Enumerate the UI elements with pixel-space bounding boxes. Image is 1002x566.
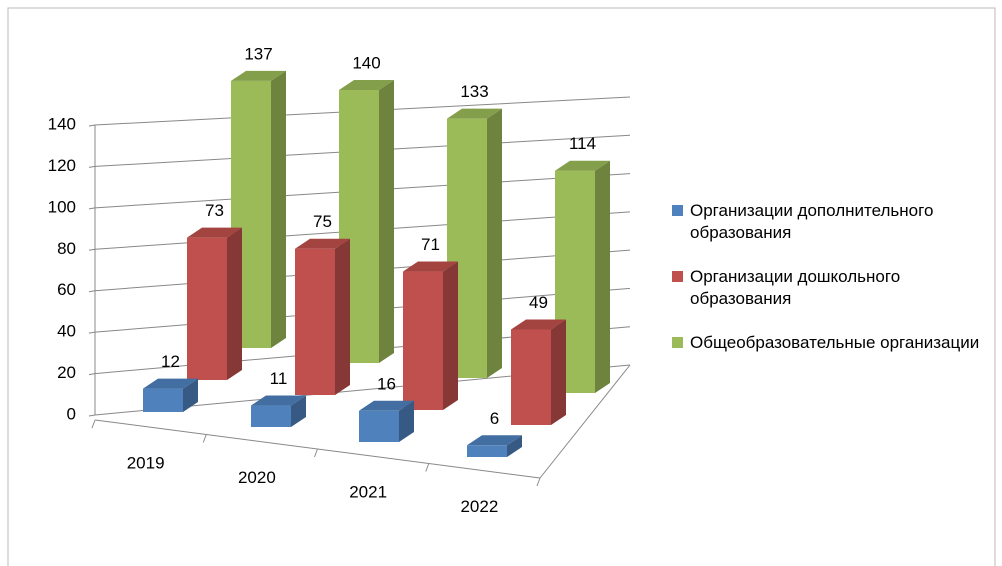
bar-side (487, 108, 502, 379)
legend-item: Общеобразовательные организации (672, 332, 992, 354)
legend: Организации дополнительного образования О… (672, 200, 992, 376)
bar-side (183, 378, 198, 412)
y-tick-label: 100 (48, 197, 76, 216)
bar-side (507, 435, 522, 457)
bar-top (231, 70, 286, 81)
legend-item: Организации дошкольного образования (672, 266, 992, 310)
bar (467, 445, 507, 457)
data-label: 140 (352, 53, 380, 72)
y-tick-label: 80 (57, 239, 76, 258)
x-tick-label: 2022 (460, 497, 498, 516)
data-label: 6 (490, 409, 499, 428)
bar-top (187, 227, 242, 238)
x-tick-label: 2020 (238, 468, 276, 487)
bar-side (379, 80, 394, 363)
tick-mark (88, 207, 96, 210)
data-label: 11 (270, 369, 288, 388)
data-label: 137 (244, 44, 272, 63)
floor-edge (539, 364, 631, 479)
legend-label: Общеобразовательные организации (690, 333, 980, 352)
x-tick-label: 2021 (349, 483, 387, 502)
x-tick-mark (536, 477, 541, 487)
y-tick-label: 20 (57, 363, 76, 382)
y-tick-label: 60 (57, 280, 76, 299)
bar (143, 388, 183, 412)
x-tick-mark (425, 463, 430, 472)
legend-swatch (672, 337, 683, 348)
x-tick-mark (202, 434, 207, 443)
legend-label: Организации дополнительного образования (690, 201, 934, 242)
bar-top (555, 160, 610, 171)
tick-mark (88, 331, 96, 334)
y-tick-label: 40 (57, 322, 76, 341)
bar (359, 410, 399, 442)
bar (295, 248, 335, 395)
bar (511, 329, 551, 425)
bar (187, 237, 227, 380)
data-label: 114 (569, 134, 596, 153)
bar-top (467, 435, 522, 446)
legend-swatch (672, 271, 683, 282)
bar-top (511, 319, 566, 330)
bar (403, 271, 443, 410)
y-tick-label: 120 (48, 156, 76, 175)
bar-side (443, 261, 458, 410)
bar-side (227, 227, 242, 380)
bar-top (359, 400, 414, 411)
data-label: 75 (313, 212, 332, 231)
data-label: 12 (161, 352, 180, 371)
x-tick-mark (91, 419, 96, 429)
tick-mark (88, 124, 96, 127)
bar-side (271, 70, 286, 348)
data-label: 71 (421, 235, 440, 254)
legend-item: Организации дополнительного образования (672, 200, 992, 244)
x-tick-label: 2019 (127, 454, 165, 473)
bar-top (447, 108, 502, 119)
data-label: 16 (377, 374, 396, 393)
data-label: 73 (205, 201, 224, 220)
frame (7, 7, 996, 566)
x-tick-mark (314, 448, 318, 458)
bar-side (291, 395, 306, 427)
y-tick-label: 0 (67, 404, 76, 423)
tick-mark (88, 290, 96, 293)
bar-top (251, 395, 306, 406)
bar-side (551, 319, 566, 425)
bar-top (295, 238, 350, 249)
y-tick-label: 140 (48, 114, 76, 133)
tick-mark (88, 248, 96, 251)
bar-side (595, 160, 610, 393)
data-label: 49 (529, 293, 548, 312)
bar-side (335, 238, 350, 395)
tick-mark (88, 165, 96, 168)
legend-swatch (672, 205, 683, 216)
bar (251, 405, 291, 427)
tick-mark (88, 373, 96, 376)
bar-side (399, 400, 414, 442)
bar-top (143, 378, 198, 389)
legend-label: Организации дошкольного образования (690, 267, 901, 308)
tick-mark (88, 414, 96, 417)
data-label: 133 (460, 82, 488, 101)
bar-top (339, 80, 394, 90)
bar-top (403, 261, 458, 272)
